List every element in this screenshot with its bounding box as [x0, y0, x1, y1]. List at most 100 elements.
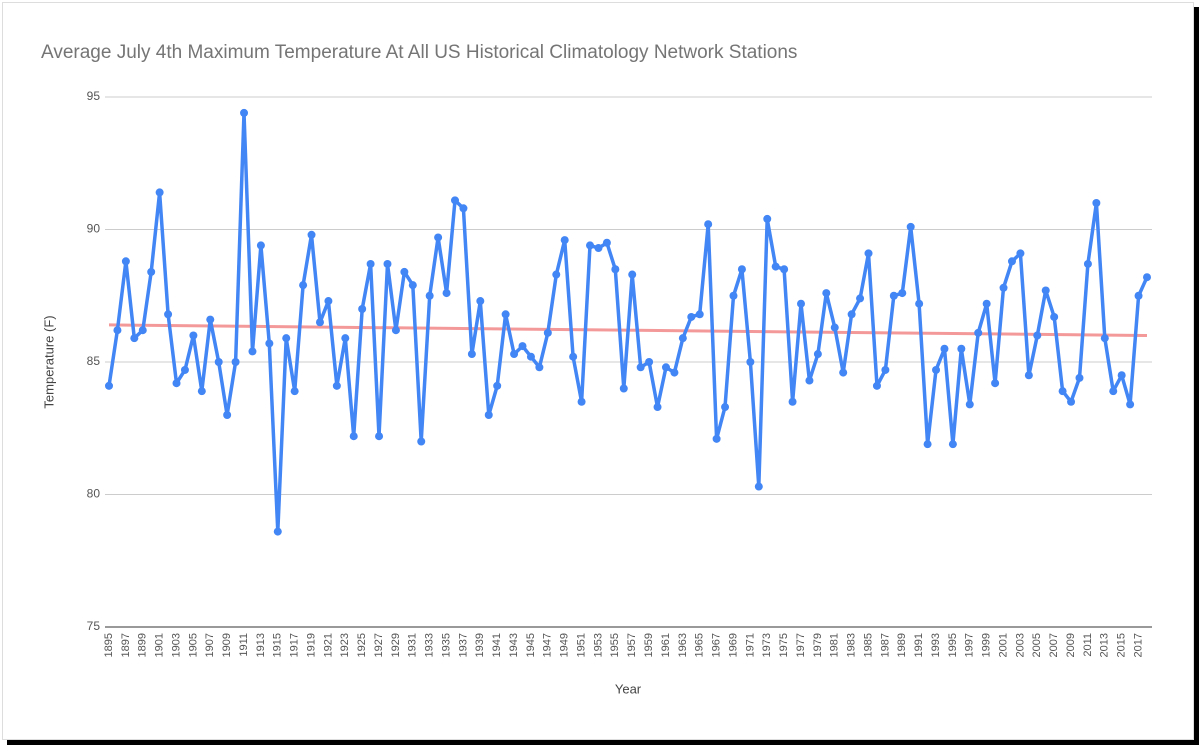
data-point [113, 326, 122, 335]
data-point [602, 238, 611, 247]
x-tick-label: 1923 [339, 633, 351, 657]
x-tick-label: 2003 [1014, 633, 1026, 657]
data-point [484, 411, 493, 419]
data-point [746, 358, 755, 366]
data-point [771, 262, 780, 271]
x-tick-label: 1979 [812, 633, 824, 657]
data-point [1016, 249, 1025, 258]
x-tick-label: 1955 [609, 633, 621, 657]
data-point [780, 265, 789, 274]
data-point [889, 291, 898, 300]
x-tick-label: 1933 [424, 633, 436, 657]
data-point [206, 315, 215, 324]
data-point [830, 323, 839, 332]
data-point [121, 257, 130, 266]
data-point [391, 326, 400, 335]
data-point [307, 230, 316, 239]
data-point [408, 281, 417, 290]
x-tick-label: 1911 [238, 633, 250, 657]
x-tick-label: 1973 [761, 633, 773, 657]
data-point [729, 291, 738, 300]
data-point [991, 379, 1000, 388]
data-point [214, 358, 223, 366]
data-point [400, 267, 409, 276]
x-tick-label: 2001 [997, 633, 1009, 657]
data-point [1092, 199, 1101, 207]
x-tick-label: 1989 [896, 633, 908, 657]
data-point [737, 265, 746, 274]
data-point [560, 236, 569, 245]
data-point [315, 318, 324, 327]
data-point [721, 403, 730, 412]
x-tick-label: 1983 [846, 633, 858, 657]
data-point [1024, 371, 1033, 380]
data-point [923, 440, 932, 449]
x-tick-label: 2007 [1048, 633, 1060, 657]
y-tick-label: 85 [87, 354, 101, 368]
data-point [1126, 400, 1135, 409]
x-tick-label: 1987 [879, 633, 891, 657]
x-tick-label: 1895 [103, 633, 115, 657]
data-point [577, 397, 586, 406]
data-point [231, 358, 240, 366]
x-tick-label: 1941 [491, 633, 503, 657]
x-tick-label: 1919 [305, 633, 317, 657]
x-tick-label: 1943 [508, 633, 520, 657]
data-point [839, 368, 848, 377]
data-point [366, 259, 375, 268]
data-point [687, 312, 696, 321]
x-tick-label: 1947 [542, 633, 554, 657]
y-tick-label: 80 [87, 487, 101, 501]
x-tick-label: 1993 [930, 633, 942, 657]
x-tick-label: 1957 [626, 633, 638, 657]
x-tick-label: 1965 [694, 633, 706, 657]
x-tick-label: 2017 [1132, 633, 1144, 657]
x-tick-label: 1985 [862, 633, 874, 657]
data-point [661, 363, 670, 372]
x-tick-label: 1899 [137, 633, 149, 657]
data-point [105, 381, 113, 390]
data-point [982, 299, 991, 308]
data-point [611, 265, 620, 274]
data-point [645, 358, 654, 366]
data-point [898, 289, 907, 298]
y-tick-label: 95 [87, 89, 101, 103]
x-tick-label: 1963 [677, 633, 689, 657]
x-tick-label: 1967 [711, 633, 723, 657]
data-point [822, 289, 831, 298]
data-point [1075, 373, 1084, 382]
data-point [172, 379, 181, 388]
data-point [670, 368, 679, 377]
data-point [552, 270, 561, 279]
y-tick-label: 90 [87, 222, 101, 236]
data-point [619, 384, 628, 393]
x-tick-label: 1929 [390, 633, 402, 657]
data-point [341, 334, 350, 343]
data-point [248, 347, 257, 356]
data-point [425, 291, 434, 300]
data-point [1109, 387, 1118, 396]
x-tick-label: 1991 [913, 633, 925, 657]
data-point [535, 363, 544, 372]
data-point [1041, 286, 1050, 295]
data-point [180, 365, 189, 374]
data-point [586, 241, 595, 250]
x-tick-label: 1905 [187, 633, 199, 657]
data-point [872, 381, 881, 390]
data-point [856, 294, 865, 303]
data-point [375, 432, 384, 441]
data-point [189, 331, 198, 340]
data-point [864, 249, 873, 258]
data-point [881, 365, 890, 374]
data-point [493, 381, 502, 390]
data-point [324, 297, 333, 306]
data-point [974, 328, 983, 337]
x-tick-label: 1975 [778, 633, 790, 657]
data-point [417, 437, 426, 446]
data-point [915, 299, 924, 308]
x-tick-label: 1927 [373, 633, 385, 657]
y-axis-label: Temperature (F) [41, 315, 56, 408]
data-point [543, 328, 552, 337]
data-point [155, 188, 164, 197]
